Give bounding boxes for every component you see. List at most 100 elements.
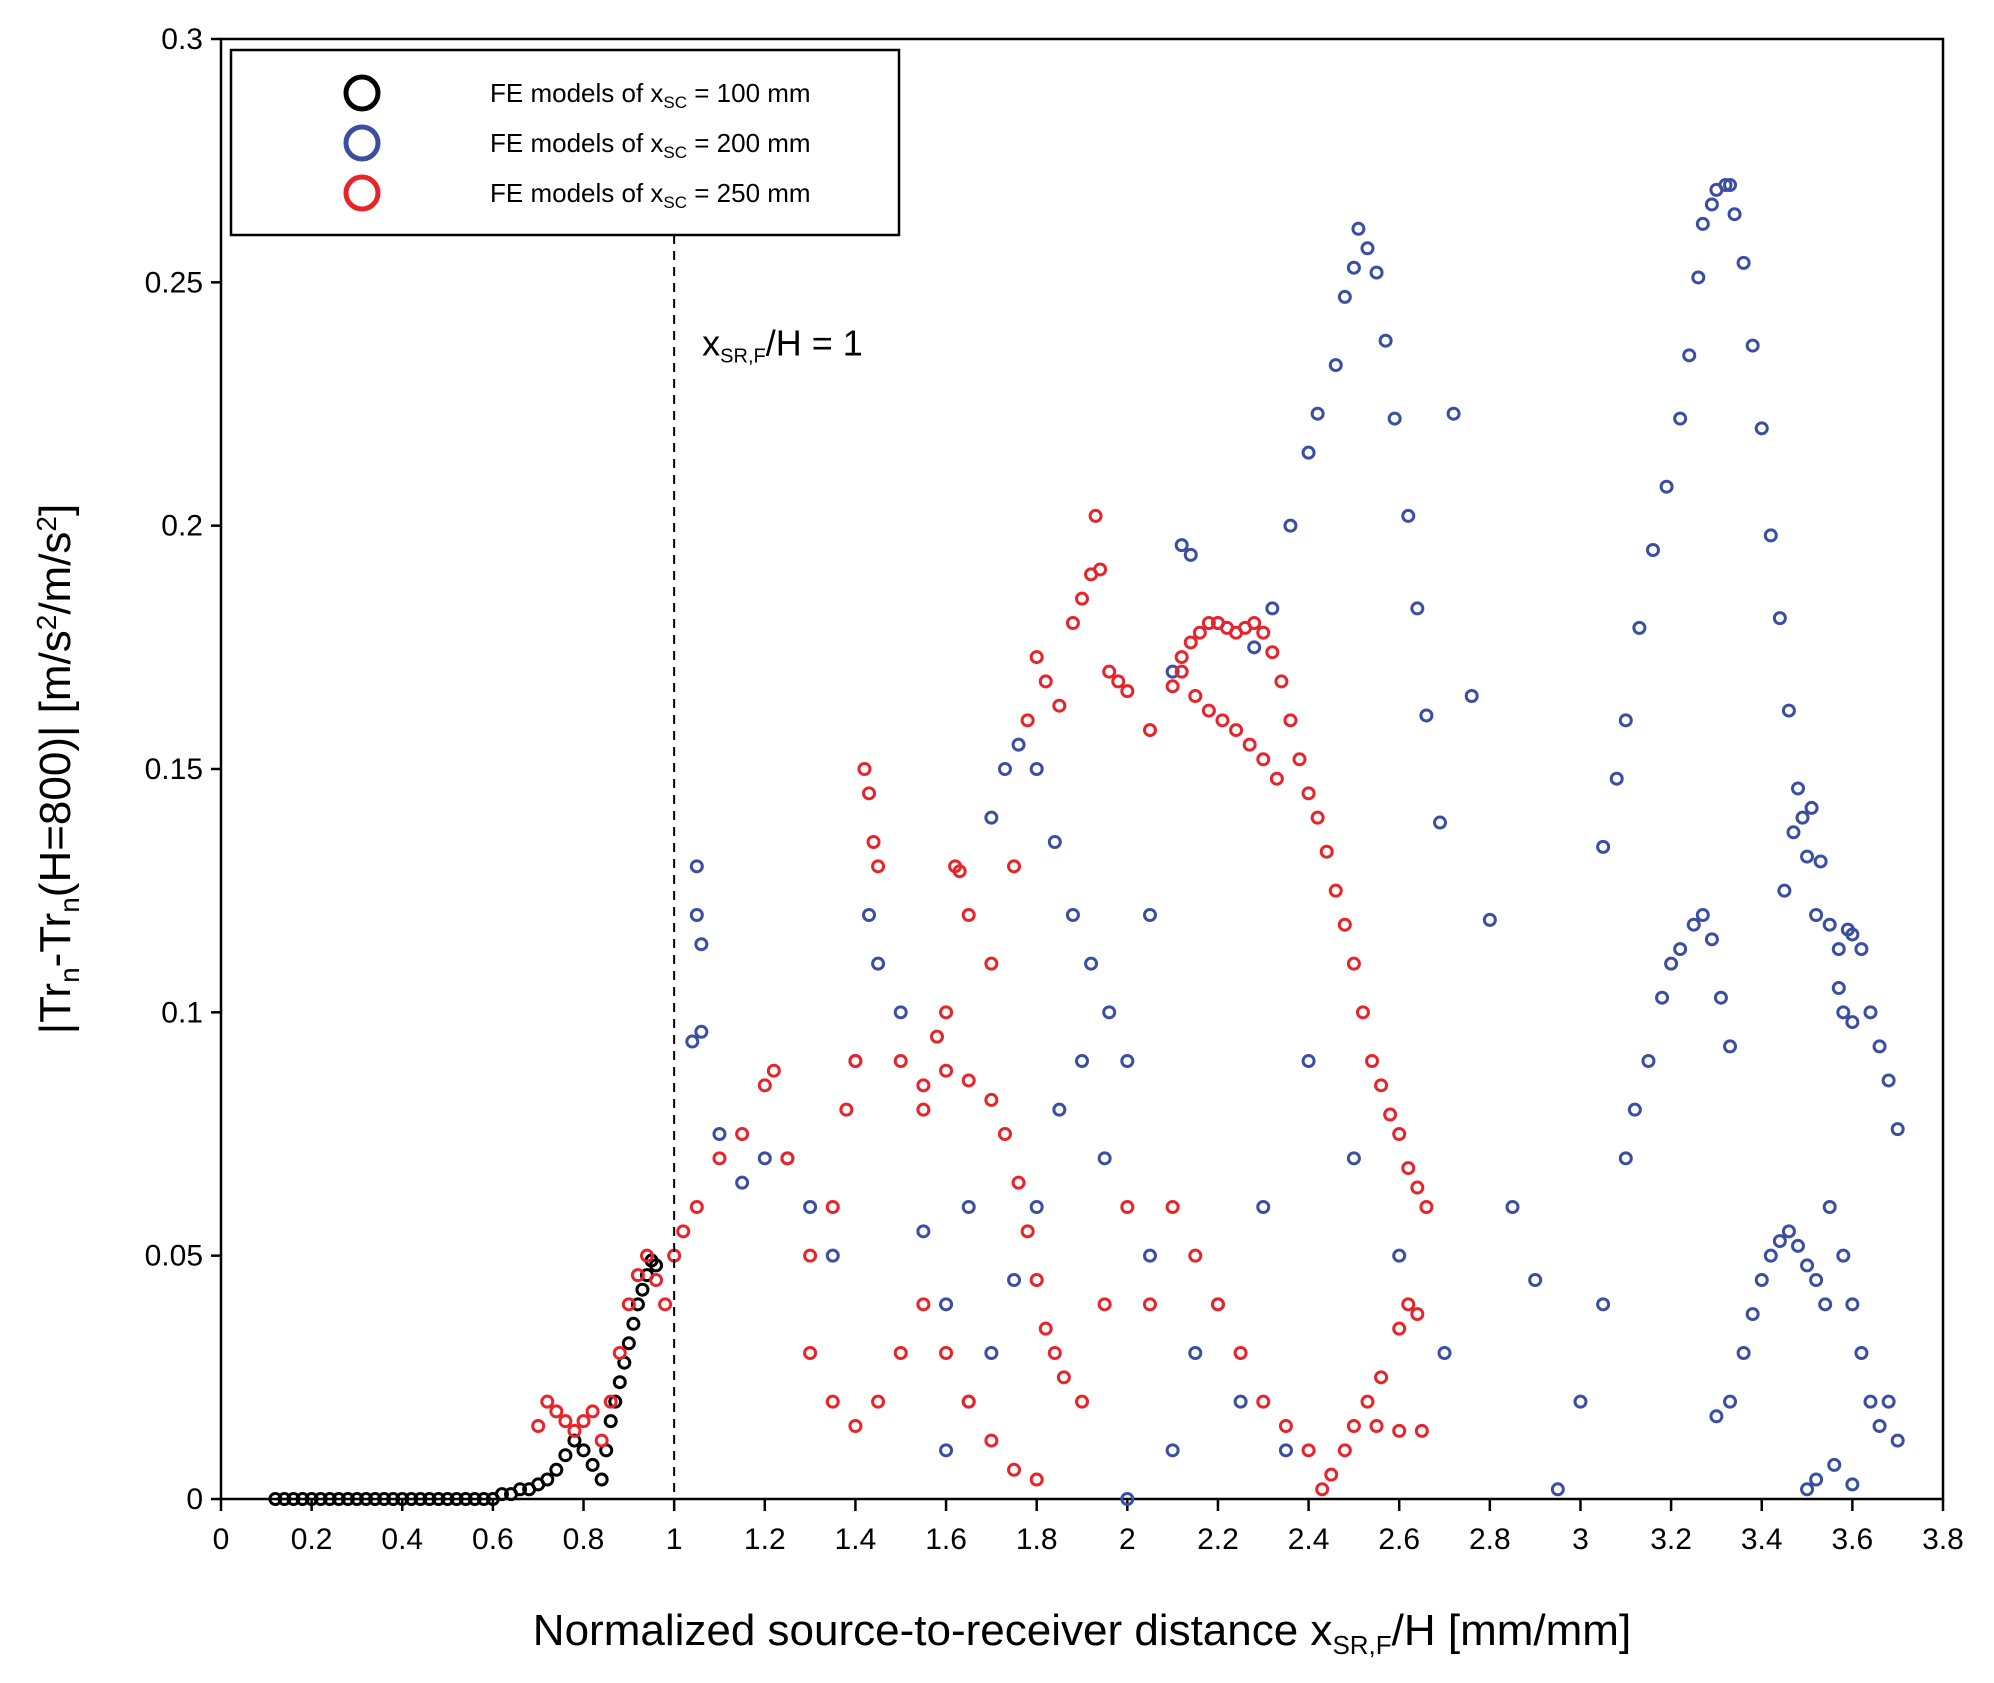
data-point (1673, 411, 1688, 426)
data-point (1695, 216, 1710, 231)
data-point (359, 1492, 374, 1506)
data-point (1020, 1224, 1035, 1239)
y-tick-label: 0.2 (161, 510, 203, 543)
y-tick-label: 0.25 (145, 266, 203, 299)
data-point (540, 1472, 555, 1487)
data-point (395, 1492, 410, 1506)
y-tick-label: 0.15 (145, 753, 203, 786)
data-point (1845, 1477, 1860, 1492)
data-point (1201, 703, 1216, 718)
data-point (1818, 1297, 1833, 1312)
data-point (594, 1433, 609, 1448)
data-point (735, 1175, 750, 1190)
data-point (1831, 981, 1846, 995)
x-tick-label: 1.6 (925, 1523, 967, 1556)
data-point (558, 1448, 573, 1463)
data-point (1596, 839, 1611, 854)
data-point (1233, 1394, 1248, 1409)
data-point (1723, 178, 1738, 192)
data-point (997, 1127, 1012, 1141)
data-point (1872, 1419, 1887, 1433)
data-point (331, 1492, 346, 1506)
data-point (1686, 917, 1701, 932)
x-tick-label: 2.8 (1469, 1523, 1511, 1556)
data-point (1247, 640, 1262, 655)
data-point (1800, 1482, 1815, 1497)
data-points (268, 178, 1905, 1506)
data-point (676, 1224, 691, 1239)
data-point (1075, 591, 1089, 606)
data-point (603, 1394, 618, 1409)
data-point (1011, 737, 1026, 752)
data-point (612, 1346, 627, 1360)
data-point (1618, 713, 1633, 728)
data-point (649, 1273, 664, 1287)
data-point (449, 1492, 464, 1506)
x-tick-label: 0.2 (291, 1523, 333, 1556)
x-tick-label: 0.8 (563, 1523, 605, 1556)
data-point (1827, 1457, 1842, 1472)
data-point (1120, 684, 1135, 699)
data-point (313, 1492, 328, 1506)
data-point (1283, 713, 1298, 728)
data-point (1278, 1443, 1293, 1458)
data-point (780, 1151, 795, 1166)
data-point (1274, 674, 1289, 689)
y-axis-title: |Trn-Trn(H=800)| [m/s2/m/s2] (31, 504, 85, 1035)
data-point (1745, 338, 1760, 353)
data-point (621, 1297, 636, 1312)
data-point (1097, 1151, 1112, 1166)
data-point (1315, 1482, 1330, 1497)
data-point (1188, 1346, 1203, 1360)
data-point (1809, 1472, 1824, 1487)
data-point (1324, 1467, 1339, 1482)
data-point (1256, 625, 1271, 640)
x-axis-title: Normalized source-to-receiver distance x… (533, 1606, 1631, 1660)
data-point (1301, 786, 1316, 801)
data-point (1890, 1122, 1905, 1137)
data-point (1464, 689, 1479, 703)
legend-label-250mm: FE models of xSC = 250 mm (490, 178, 811, 212)
data-point (961, 1394, 976, 1409)
data-point (1863, 1005, 1878, 1020)
data-point (825, 1200, 840, 1214)
data-point (1437, 1346, 1452, 1360)
data-point (916, 1297, 931, 1312)
data-point (1410, 1180, 1425, 1195)
data-point (1781, 703, 1796, 718)
data-point (961, 908, 976, 922)
data-point (1346, 1419, 1361, 1433)
data-point (871, 859, 886, 874)
data-point (1836, 1248, 1851, 1263)
data-point (825, 1394, 840, 1409)
data-point (1256, 1200, 1271, 1214)
data-point (1047, 1346, 1062, 1360)
data-point (916, 1102, 931, 1117)
data-point (1800, 1258, 1815, 1273)
data-point (1809, 908, 1824, 922)
data-point (1890, 1433, 1905, 1448)
data-point (1210, 1297, 1225, 1312)
data-point (1432, 815, 1447, 830)
data-point (1781, 1224, 1796, 1239)
data-point (1102, 664, 1117, 679)
reference-line-label: xSR,F/H = 1 (702, 322, 863, 367)
data-point (494, 1487, 509, 1502)
data-point (1863, 1394, 1878, 1409)
data-point (984, 956, 999, 971)
data-point (871, 956, 886, 971)
y-tick-label: 0.05 (145, 1240, 203, 1273)
data-point (1011, 1175, 1026, 1190)
data-point (1822, 917, 1837, 932)
data-point (1346, 956, 1361, 971)
data-point (1052, 1102, 1067, 1117)
data-point (1374, 1370, 1389, 1385)
x-tick-label: 0.4 (381, 1523, 423, 1556)
data-point (1845, 1297, 1860, 1312)
data-point (340, 1492, 355, 1506)
data-point (1831, 942, 1846, 957)
data-point (1664, 956, 1679, 971)
data-point (268, 1492, 283, 1506)
data-point (1641, 1054, 1656, 1068)
data-point (322, 1492, 337, 1506)
